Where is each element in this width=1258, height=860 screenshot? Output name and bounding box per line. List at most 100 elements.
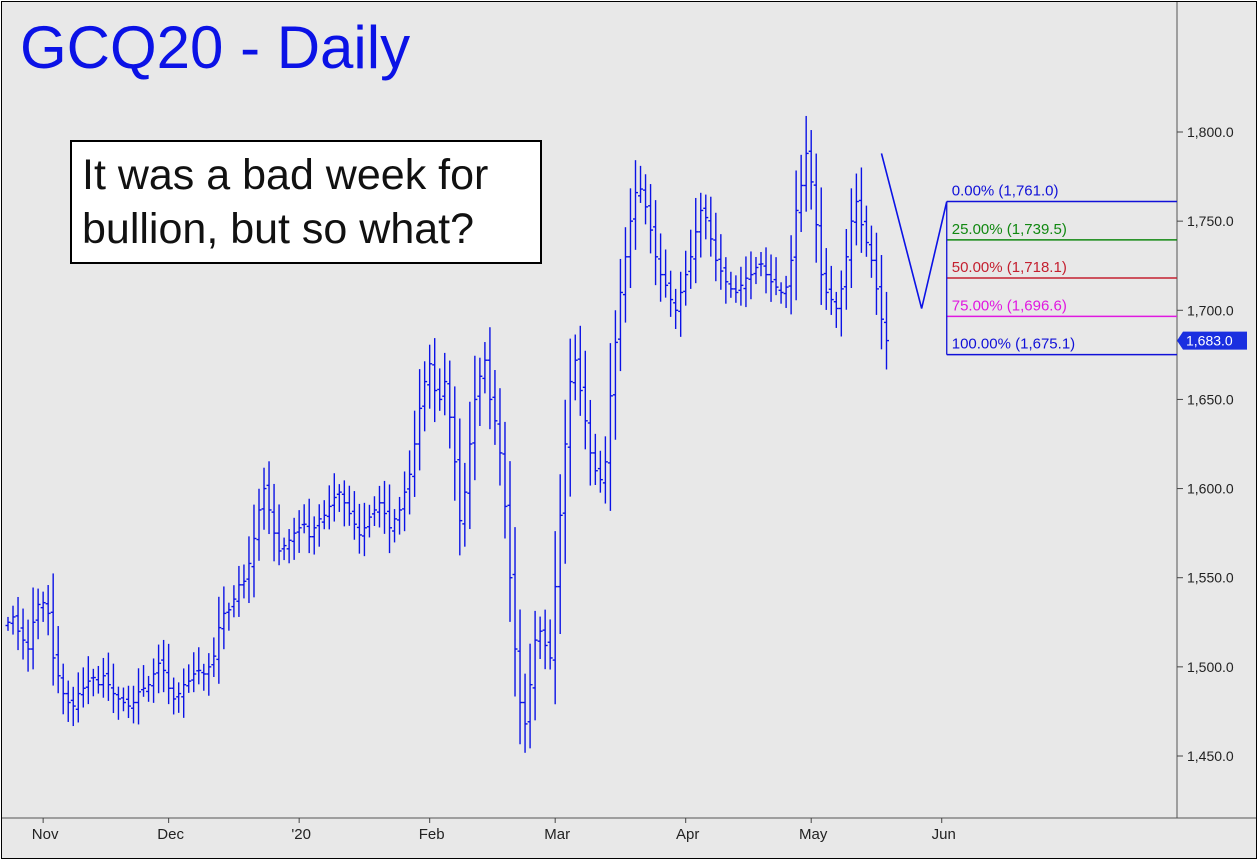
ohlc-bar [266, 461, 272, 535]
ohlc-bar [326, 485, 332, 530]
ohlc-bar [427, 344, 433, 409]
ohlc-bar [196, 647, 202, 685]
ohlc-bar [191, 652, 197, 693]
ohlc-bar [341, 480, 347, 527]
x-tick-label: '20 [291, 826, 311, 843]
ohlc-bar [813, 153, 819, 263]
ohlc-bar [166, 643, 172, 705]
ohlc-bar [527, 643, 533, 749]
ohlc-bar [773, 257, 779, 296]
ohlc-bar [120, 687, 126, 712]
y-tick-label: 1,800.0 [1187, 124, 1234, 140]
ohlc-bar [146, 675, 152, 702]
ohlc-bar [176, 682, 182, 713]
ohlc-bar [75, 672, 81, 723]
ohlc-bar [688, 229, 694, 289]
ohlc-bar [653, 200, 659, 286]
ohlc-bar [85, 656, 91, 705]
ohlc-bar [346, 485, 352, 526]
y-tick-label: 1,500.0 [1187, 659, 1234, 675]
ohlc-bar [311, 516, 317, 555]
ohlc-bar [40, 591, 46, 622]
ohlc-bar [863, 205, 869, 257]
ohlc-bar [105, 652, 111, 701]
ohlc-bar [567, 338, 573, 497]
ohlc-bar [251, 504, 257, 598]
ohlc-bar [758, 251, 764, 277]
x-tick-label: Apr [676, 826, 699, 843]
ohlc-bar [522, 673, 528, 753]
ohlc-bar [306, 498, 312, 554]
ohlc-bar [336, 484, 342, 512]
ohlc-bar [577, 325, 583, 416]
ohlc-bar [828, 265, 834, 315]
ohlc-bar [884, 291, 889, 370]
ohlc-bar [793, 170, 799, 301]
y-tick-label: 1,600.0 [1187, 481, 1234, 497]
ohlc-bar [728, 271, 734, 298]
ohlc-bar [316, 504, 322, 547]
ohlc-bar [622, 227, 628, 323]
price-tag-label: 1,683.0 [1186, 333, 1233, 349]
ohlc-bar [382, 480, 387, 534]
y-tick-label: 1,750.0 [1187, 213, 1234, 229]
ohlc-bar [713, 212, 719, 282]
ohlc-bar [181, 668, 187, 718]
ohlc-bar [833, 291, 839, 328]
ohlc-bar [683, 250, 689, 306]
x-tick-label: Nov [32, 826, 59, 843]
ohlc-bar [878, 255, 884, 350]
ohlc-bar [156, 644, 162, 694]
ohlc-bar [668, 270, 674, 317]
ohlc-bar [141, 665, 147, 697]
ohlc-bar [557, 474, 563, 635]
ohlc-bar [65, 680, 71, 722]
ohlc-bar [236, 565, 242, 617]
ohlc-bar [633, 160, 638, 250]
ohlc-bar [221, 586, 227, 650]
ohlc-bar [407, 450, 413, 515]
ohlc-bar [798, 154, 804, 233]
axes: 1,450.0 1,500.0 1,550.0 1,600.0 1,650.0 1,700… [2, 2, 1256, 843]
ohlc-bar [216, 596, 222, 684]
ohlc-bar [512, 527, 518, 697]
last-price-tag: 1,683.0 [1177, 331, 1247, 350]
ohlc-bar [582, 350, 588, 450]
ohlc-bar [45, 585, 51, 636]
ohlc-bar [80, 667, 86, 708]
ohlc-bar [291, 517, 297, 560]
ohlc-bar [351, 491, 357, 540]
ohlc-bar [25, 619, 31, 672]
ohlc-bar [171, 677, 177, 715]
ohlc-bar [562, 399, 568, 564]
x-tick-label: Jun [932, 826, 956, 843]
ohlc-bar [658, 233, 664, 302]
ohlc-bar [432, 338, 438, 423]
ohlc-bar [241, 564, 247, 599]
fib-level-label: 75.00% (1,696.6) [952, 297, 1067, 314]
ohlc-bar [838, 270, 844, 337]
ohlc-bar [417, 369, 423, 471]
ohlc-bar [226, 602, 232, 631]
ohlc-bar [376, 485, 382, 528]
ohlc-bar [161, 639, 167, 693]
ohlc-bar [70, 686, 76, 727]
ohlc-bar [673, 288, 679, 330]
fib-level-label: 25.00% (1,739.5) [952, 221, 1067, 238]
price-bars [5, 115, 948, 753]
chart-title: GCQ20 - Daily [20, 14, 411, 81]
ohlc-bar [537, 616, 543, 660]
ohlc-bar [5, 616, 11, 631]
ohlc-bar [467, 401, 473, 530]
ohlc-bar [50, 573, 56, 686]
ohlc-bar [90, 668, 96, 697]
ohlc-bar [95, 665, 101, 694]
ohlc-bar [693, 197, 699, 284]
fib-level-label: 0.00% (1,761.0) [952, 183, 1059, 200]
ohlc-bar [366, 504, 372, 538]
ohlc-bar [301, 504, 307, 534]
swing-pattern-line [880, 153, 948, 309]
ohlc-bar [532, 610, 538, 721]
x-tick-label: Feb [419, 826, 445, 843]
